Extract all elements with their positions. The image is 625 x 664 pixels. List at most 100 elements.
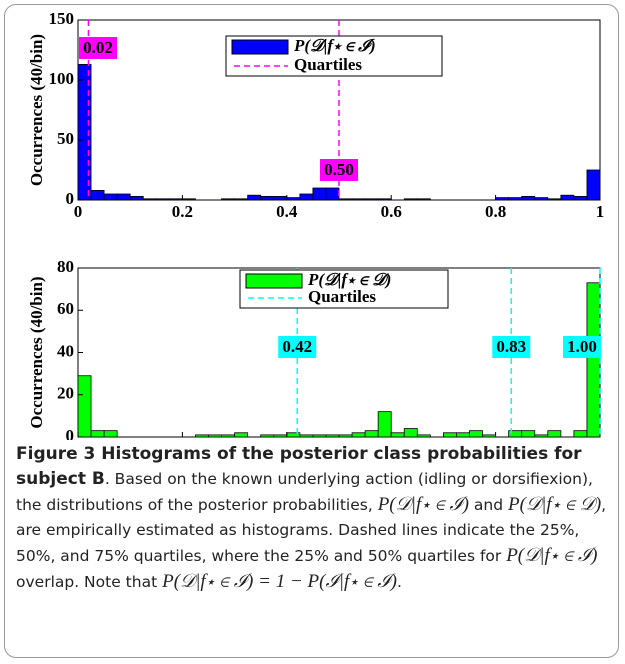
bar [168, 198, 183, 201]
x-tick-label: 0.6 [381, 439, 402, 440]
bar [299, 434, 314, 438]
x-tick-label: 1 [596, 202, 605, 221]
bar [260, 434, 275, 438]
bar [260, 195, 275, 201]
quartile-label-box [320, 159, 358, 181]
caption-text: and [469, 496, 509, 514]
bar [299, 193, 314, 201]
quartile-label-box [278, 336, 317, 358]
x-tick-label: 0.8 [485, 439, 506, 440]
quartile-label: 0.50 [324, 160, 354, 179]
x-tick-label: 0.8 [485, 202, 506, 221]
bar [586, 282, 601, 438]
bar [416, 434, 431, 438]
quartile-label-box [563, 336, 601, 358]
bar [247, 194, 262, 201]
bar [90, 189, 105, 201]
bar [442, 432, 457, 438]
bar [77, 64, 92, 201]
bar [273, 434, 288, 438]
y-tick-label: 80 [57, 257, 74, 276]
x-tick-label: 0 [74, 202, 83, 221]
quartile-label: 0.83 [496, 337, 526, 356]
y-tick-label: 20 [57, 384, 74, 403]
caption-text: . Based on the known underlying action (… [16, 470, 593, 514]
quartile-label: 0.42 [282, 337, 312, 356]
bar [416, 198, 431, 201]
legend-label: P(𝒟|f⋆ ∈ ℐ) [293, 36, 376, 55]
quartile-label: 0.02 [83, 38, 113, 57]
bar [90, 430, 105, 438]
legend-label: Quartiles [308, 287, 376, 306]
bar [325, 434, 340, 438]
legend-label: Quartiles [294, 55, 362, 74]
caption-text: , are empirically estimated as histogram… [16, 496, 607, 565]
legend-swatch [231, 39, 289, 55]
caption-math: P(𝒟|f⋆ ∈ ℐ) = 1 − P(ℐ|f⋆ ∈ ℐ) [162, 571, 397, 592]
x-tick-label: 0.4 [276, 202, 298, 221]
bar [286, 197, 301, 201]
bar [403, 198, 418, 201]
bar [377, 411, 392, 438]
x-tick-label: 1 [596, 439, 605, 440]
y-axis-label: Occurrences (40/bin) [27, 276, 46, 428]
bar [573, 195, 588, 201]
bar [534, 434, 549, 438]
y-tick-label: 100 [49, 69, 75, 88]
bar [338, 198, 353, 201]
x-tick-label: 0 [74, 439, 83, 440]
caption-math: P(𝒟|f⋆ ∈ 𝒟) [508, 494, 602, 515]
bar [77, 375, 92, 438]
bar [338, 434, 353, 438]
bar [116, 193, 131, 201]
bar [364, 430, 379, 438]
bar [325, 187, 340, 201]
bar [195, 434, 209, 438]
bar [547, 198, 562, 201]
y-tick-label: 0 [66, 426, 75, 440]
bar [495, 197, 510, 201]
bar [534, 197, 549, 201]
bar [221, 434, 236, 438]
caption-text: . [396, 573, 402, 591]
bar [142, 198, 157, 201]
bar [456, 432, 470, 438]
bar [547, 430, 562, 438]
bar [469, 430, 483, 438]
x-tick-label: 0.6 [381, 202, 402, 221]
y-tick-label: 40 [57, 341, 74, 360]
bar [181, 198, 196, 201]
bar [234, 432, 249, 438]
bar [155, 198, 170, 201]
bar [586, 169, 601, 201]
bar [234, 198, 249, 201]
x-tick-label: 0.2 [172, 202, 193, 221]
bar [103, 430, 118, 438]
bar [208, 434, 222, 438]
legend-swatch [245, 273, 303, 289]
bar [351, 198, 366, 201]
caption-math: P(𝒟|f⋆ ∈ ℐ) [506, 545, 598, 566]
bar [521, 195, 536, 201]
bar [508, 197, 523, 201]
quartile-label-box [79, 37, 117, 59]
bar [351, 432, 366, 438]
bar [377, 198, 392, 201]
bar [364, 198, 379, 201]
caption-math: P(𝒟|f⋆ ∈ ℐ) [377, 494, 469, 515]
bar [403, 428, 418, 438]
x-tick-label: 0.4 [276, 439, 298, 440]
y-tick-label: 0 [66, 189, 75, 208]
bar [482, 434, 496, 438]
y-tick-label: 60 [57, 299, 74, 318]
bar [312, 187, 327, 201]
bar [573, 430, 588, 438]
caption-text: overlap. Note that [16, 573, 163, 591]
bar [560, 194, 575, 201]
x-tick-label: 0.2 [172, 439, 193, 440]
y-tick-label: 50 [57, 129, 74, 148]
bar [221, 198, 236, 201]
y-tick-label: 150 [49, 9, 75, 28]
bar [273, 195, 288, 201]
